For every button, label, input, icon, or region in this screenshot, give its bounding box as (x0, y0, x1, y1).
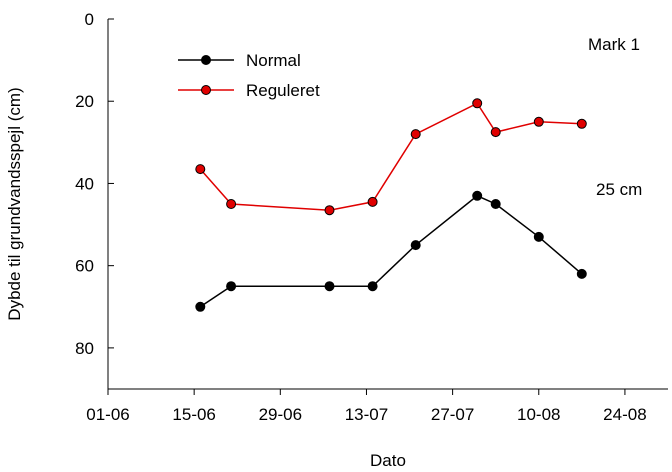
series-line-reguleret (199, 102, 582, 211)
legend-label-reguleret: Reguleret (246, 81, 320, 100)
x-tick-label: 29-06 (259, 405, 302, 424)
series-line-normal (199, 194, 583, 308)
x-tick-label: 13-07 (345, 405, 388, 424)
y-axis-title: Dybde til grundvandsspejl (cm) (5, 87, 24, 320)
data-point-normal (472, 190, 483, 201)
data-point-reguleret (576, 118, 587, 129)
y-tick-label: 60 (75, 257, 94, 276)
data-point-normal (367, 281, 378, 292)
y-tick-label: 0 (85, 10, 94, 29)
data-point-normal (410, 240, 421, 251)
data-point-reguleret (533, 116, 544, 127)
data-point-normal (226, 281, 237, 292)
data-point-reguleret (367, 196, 378, 207)
x-tick-label: 01-06 (86, 405, 129, 424)
data-point-reguleret (410, 129, 421, 140)
legend-label-normal: Normal (246, 51, 301, 70)
data-point-normal (576, 268, 587, 279)
legend-marker-reguleret (201, 85, 211, 95)
data-point-reguleret (226, 199, 237, 209)
y-ticks: 0 20 40 60 80 (75, 10, 114, 358)
x-tick-label: 15-06 (172, 405, 215, 424)
data-point-reguleret (324, 205, 335, 216)
legend: Normal Reguleret (178, 51, 320, 100)
data-point-reguleret (472, 98, 483, 109)
y-tick-label: 20 (75, 92, 94, 111)
annotation-mark: Mark 1 (588, 35, 640, 54)
data-point-normal (324, 281, 335, 292)
x-tick-label: 24-08 (603, 405, 646, 424)
legend-marker-normal (201, 55, 211, 65)
axes (107, 19, 668, 390)
series-layer (195, 98, 587, 312)
x-tick-label: 10-08 (517, 405, 560, 424)
y-tick-label: 40 (75, 174, 94, 193)
data-point-reguleret (490, 127, 501, 138)
y-tick-label: 80 (75, 339, 94, 358)
x-axis-title: Dato (370, 451, 406, 470)
data-point-normal (195, 301, 206, 312)
x-tick-label: 27-07 (431, 405, 474, 424)
data-point-reguleret (195, 164, 206, 175)
annotation-depth: 25 cm (596, 180, 642, 199)
x-ticks: 01-06 15-06 29-06 13-07 27-07 10-08 24-08 (86, 389, 647, 424)
data-point-normal (533, 231, 544, 242)
data-point-normal (490, 199, 501, 209)
